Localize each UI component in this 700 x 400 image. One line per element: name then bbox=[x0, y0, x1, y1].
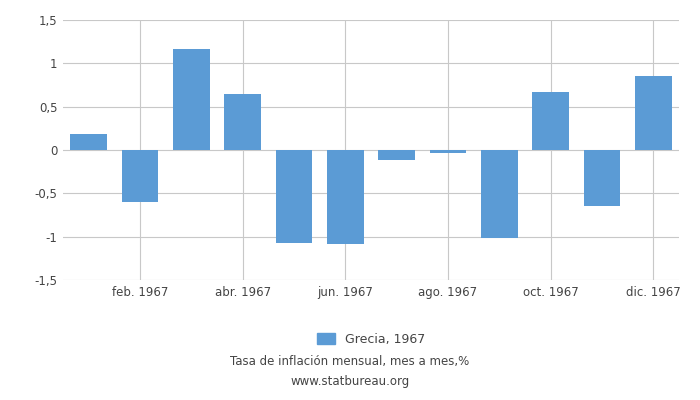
Bar bbox=[224, 94, 261, 150]
Bar bbox=[481, 150, 518, 238]
Bar bbox=[122, 150, 158, 202]
Bar bbox=[276, 150, 312, 243]
Text: www.statbureau.org: www.statbureau.org bbox=[290, 376, 410, 388]
Bar bbox=[70, 134, 107, 150]
Legend: Grecia, 1967: Grecia, 1967 bbox=[316, 333, 426, 346]
Bar bbox=[584, 150, 620, 206]
Bar bbox=[532, 92, 569, 150]
Bar bbox=[173, 50, 210, 150]
Bar bbox=[327, 150, 364, 244]
Text: Tasa de inflación mensual, mes a mes,%: Tasa de inflación mensual, mes a mes,% bbox=[230, 356, 470, 368]
Bar bbox=[430, 150, 466, 152]
Bar bbox=[378, 150, 415, 160]
Bar bbox=[635, 76, 672, 150]
